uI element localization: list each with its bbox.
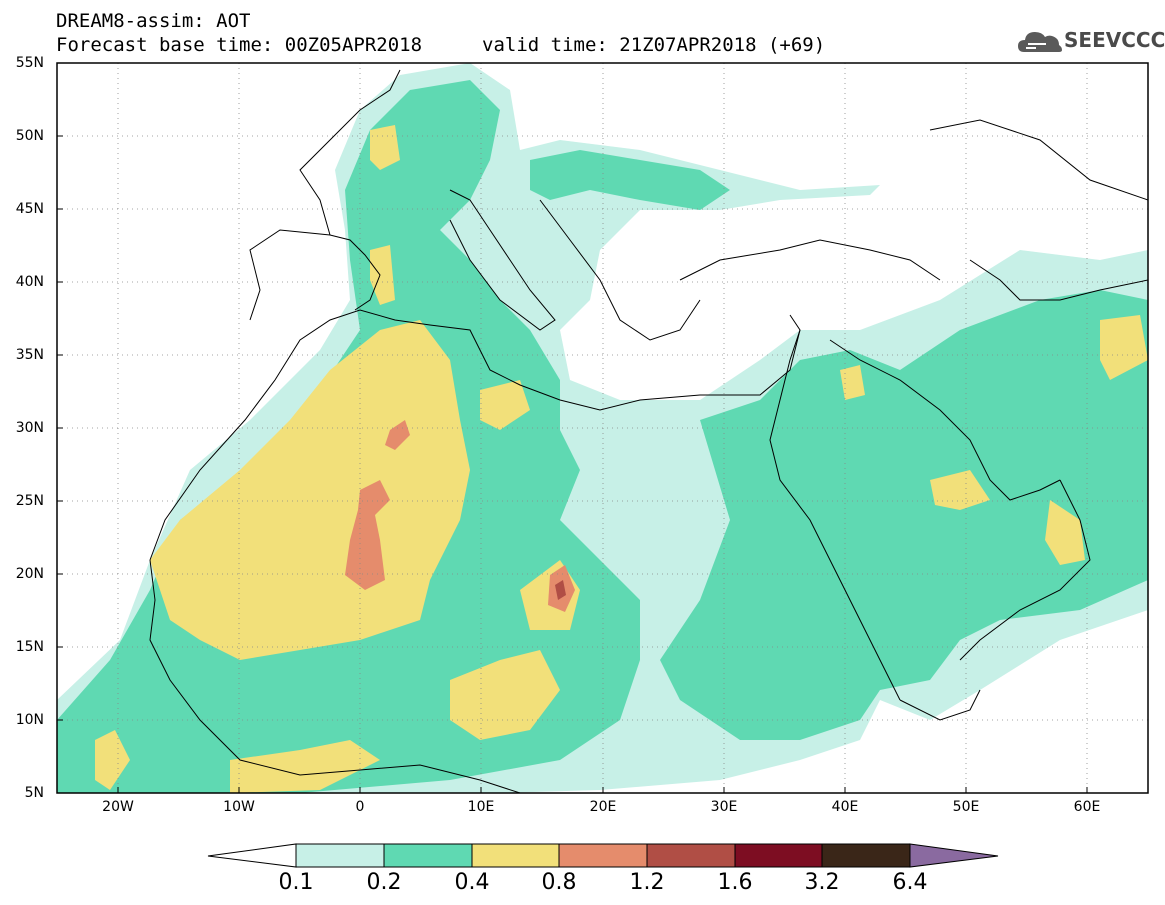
aot-contour-0.4 (480, 380, 530, 430)
map-grid (57, 63, 1148, 793)
lon-label: 10E (467, 799, 495, 815)
lon-label: 50E (952, 799, 980, 815)
colorbar-label: 3.2 (804, 870, 840, 895)
lat-label: 25N (15, 493, 44, 509)
colorbar-bin (558, 843, 648, 868)
colorbar-bin (383, 843, 473, 868)
colorbar-lower-arrow (207, 843, 297, 868)
lon-label: 10W (223, 799, 255, 815)
lat-label: 55N (15, 55, 44, 71)
seevccc-logo: SEEVCCC (1016, 24, 1165, 58)
colorbar-label: 0.4 (454, 870, 490, 895)
tick-marks (57, 62, 1088, 793)
colorbar-upper-arrow (909, 843, 999, 868)
colorbar-label: 6.4 (892, 870, 928, 895)
aot-contour-0.4 (95, 730, 130, 790)
colorbar-bin (821, 843, 911, 868)
colorbar-bin (471, 843, 560, 868)
aot-contour-0.4 (230, 740, 380, 793)
cloud-icon (1018, 32, 1062, 52)
lon-label: 0 (355, 799, 365, 815)
lon-label: 20E (589, 799, 617, 815)
colorbar-label: 0.8 (541, 870, 577, 895)
colorbar-bin (646, 843, 736, 868)
lat-label: 15N (15, 639, 44, 655)
lon-label: 40E (831, 799, 859, 815)
lat-label: 40N (15, 274, 44, 290)
logo-text: SEEVCCC (1064, 28, 1165, 52)
aot-contour-0.4 (370, 245, 395, 305)
aot-contour-0.4 (150, 320, 470, 660)
aot-contour-1.2 (555, 580, 566, 600)
aot-contour-0.2 (660, 290, 1148, 740)
colorbar-label: 1.2 (629, 870, 665, 895)
colorbar (207, 843, 999, 868)
lon-label: 30E (710, 799, 738, 815)
colorbar-label: 1.6 (717, 870, 753, 895)
coastlines (149, 69, 1148, 793)
colorbar-label: 0.1 (278, 870, 314, 895)
lat-label: 10N (15, 712, 44, 728)
aot-contour-0.4 (1045, 500, 1085, 565)
title-valid-time: valid time: 21Z07APR2018 (+69) (482, 34, 826, 56)
lat-label: 5N (24, 785, 44, 801)
aot-contour-0.4 (450, 650, 560, 740)
aot-contour-0.4 (930, 470, 990, 510)
aot-contour-0.8 (385, 420, 410, 450)
title-base-time: Forecast base time: 00Z05APR2018 (56, 34, 423, 56)
aot-contour-0.4 (840, 365, 865, 400)
aot-contour-0.2 (530, 150, 730, 210)
aot-contour-0.4 (1100, 315, 1148, 380)
lat-label: 50N (15, 128, 44, 144)
lon-label: 60E (1073, 799, 1101, 815)
lon-label: 20W (102, 799, 134, 815)
colorbar-bin (295, 843, 385, 868)
lat-label: 45N (15, 201, 44, 217)
colorbar-bin (734, 843, 823, 868)
colorbar-label: 0.2 (366, 870, 402, 895)
title-model: DREAM8-assim: AOT (56, 10, 251, 32)
aot-contour-0.8 (345, 480, 390, 590)
lat-label: 35N (15, 347, 44, 363)
lat-label: 30N (15, 420, 44, 436)
lat-label: 20N (15, 566, 44, 582)
